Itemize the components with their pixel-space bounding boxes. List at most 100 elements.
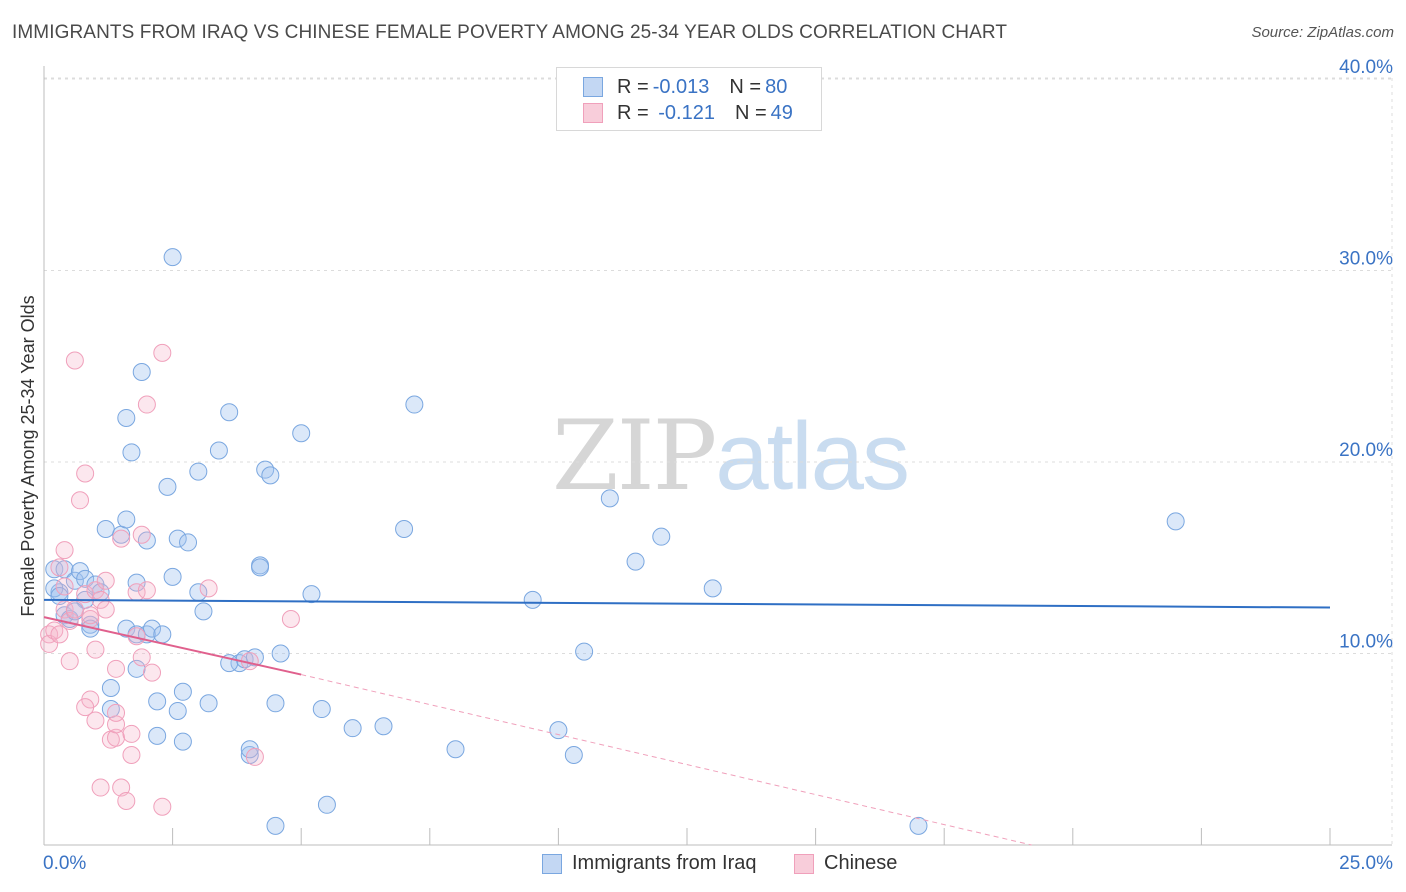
iraq-point <box>261 466 280 485</box>
chinese-point <box>137 395 156 414</box>
chinese-point <box>153 797 172 816</box>
chinese-point <box>50 558 69 577</box>
legend-item-chinese: Chinese <box>794 852 897 875</box>
iraq-point <box>292 424 311 443</box>
iraq-point <box>405 395 424 414</box>
iraq-r-label: R = <box>617 75 649 98</box>
iraq-point <box>117 619 136 638</box>
iraq-point <box>271 644 290 663</box>
chinese-point <box>96 571 115 590</box>
chinese-point <box>60 652 79 671</box>
iraq-point <box>266 694 285 713</box>
iraq-n-label: N = <box>729 75 762 98</box>
chinese-point <box>245 747 264 766</box>
iraq-point <box>158 477 177 496</box>
chinese-point <box>96 600 115 619</box>
iraq-point <box>220 403 239 422</box>
axes <box>43 66 1392 846</box>
iraq-point <box>909 816 928 835</box>
iraq-point <box>148 726 167 745</box>
chinese-point <box>112 529 131 548</box>
iraq-point <box>523 590 542 609</box>
chinese-point <box>132 648 151 667</box>
chinese-point <box>281 610 300 629</box>
iraq-point <box>179 533 198 552</box>
chinese-trend-extension <box>301 674 1032 846</box>
iraq-point <box>343 719 362 738</box>
chinese-point <box>71 491 90 510</box>
chinese-point <box>122 745 141 764</box>
iraq-point <box>302 585 321 604</box>
y-tick-label: 20.0% <box>1339 440 1393 461</box>
trend-lines <box>43 598 1331 846</box>
chinese-point <box>91 778 110 797</box>
iraq-point <box>127 659 146 678</box>
iraq-point <box>256 460 275 479</box>
chinese-r-value: -0.121 <box>652 101 715 124</box>
iraq-point <box>317 795 336 814</box>
iraq-point <box>446 740 465 759</box>
chinese-point <box>65 600 84 619</box>
iraq-swatch <box>583 77 603 97</box>
chinese-swatch <box>583 103 603 123</box>
chinese-point <box>86 640 105 659</box>
iraq-point <box>168 701 187 720</box>
iraq-point <box>163 248 182 267</box>
y-tick-label: 40.0% <box>1339 57 1393 78</box>
legend-chinese-swatch <box>794 853 814 874</box>
x-tick-label-end: 25.0% <box>1339 853 1393 874</box>
iraq-point <box>575 642 594 661</box>
iraq-point <box>189 462 208 481</box>
iraq-point <box>132 362 151 381</box>
iraq-point <box>101 678 120 697</box>
iraq-point <box>153 625 172 644</box>
iraq-point <box>122 443 141 462</box>
iraq-point <box>143 619 162 638</box>
iraq-point <box>137 531 156 550</box>
iraq-point <box>173 682 192 701</box>
chinese-point <box>117 791 136 810</box>
chinese-point <box>199 579 218 598</box>
iraq-point <box>395 520 414 539</box>
x-tick-label-start: 0.0% <box>43 853 86 874</box>
legend-row-iraq: R = -0.013 N = 80 <box>583 74 787 100</box>
chinese-point <box>76 698 95 717</box>
points <box>40 248 1185 835</box>
chinese-point <box>143 663 162 682</box>
iraq-point <box>127 573 146 592</box>
chinese-point <box>76 585 95 604</box>
iraq-point <box>266 816 285 835</box>
legend-chinese-label: Chinese <box>824 852 898 874</box>
chinese-point <box>55 541 74 560</box>
iraq-point <box>549 721 568 740</box>
legend-item-iraq: Immigrants from Iraq <box>542 852 756 875</box>
chinese-point <box>107 659 126 678</box>
chinese-trend-line <box>43 616 302 676</box>
chinese-r-label: R = <box>617 101 649 124</box>
iraq-point <box>163 567 182 586</box>
chinese-point <box>50 625 69 644</box>
y-axis-label: Female Poverty Among 25-34 Year Olds <box>18 295 38 616</box>
iraq-r-value: -0.013 <box>652 75 710 98</box>
iraq-point <box>173 732 192 751</box>
tick-labels: 10.0% 20.0% 30.0% 40.0% 0.0% 25.0% Female Pove… <box>18 57 1393 874</box>
chinese-point <box>137 581 156 600</box>
iraq-point <box>564 745 583 764</box>
iraq-trend-line <box>43 598 1331 609</box>
watermark-atlas: atlas <box>715 403 910 510</box>
iraq-point <box>251 558 270 577</box>
watermark-zip: ZIP <box>552 400 717 512</box>
iraq-point <box>312 700 331 719</box>
chinese-point <box>55 577 74 596</box>
chinese-point <box>86 711 105 730</box>
chinese-point <box>132 525 151 544</box>
chinese-point <box>112 778 131 797</box>
legend-row-chinese: R = -0.121 N = 49 <box>583 100 793 126</box>
iraq-point <box>652 527 671 546</box>
iraq-n-value: 80 <box>765 75 788 98</box>
chinese-point <box>65 351 84 370</box>
iraq-point <box>626 552 645 571</box>
legend-iraq-label: Immigrants from Iraq <box>572 852 757 874</box>
chinese-n-value: 49 <box>770 101 793 124</box>
